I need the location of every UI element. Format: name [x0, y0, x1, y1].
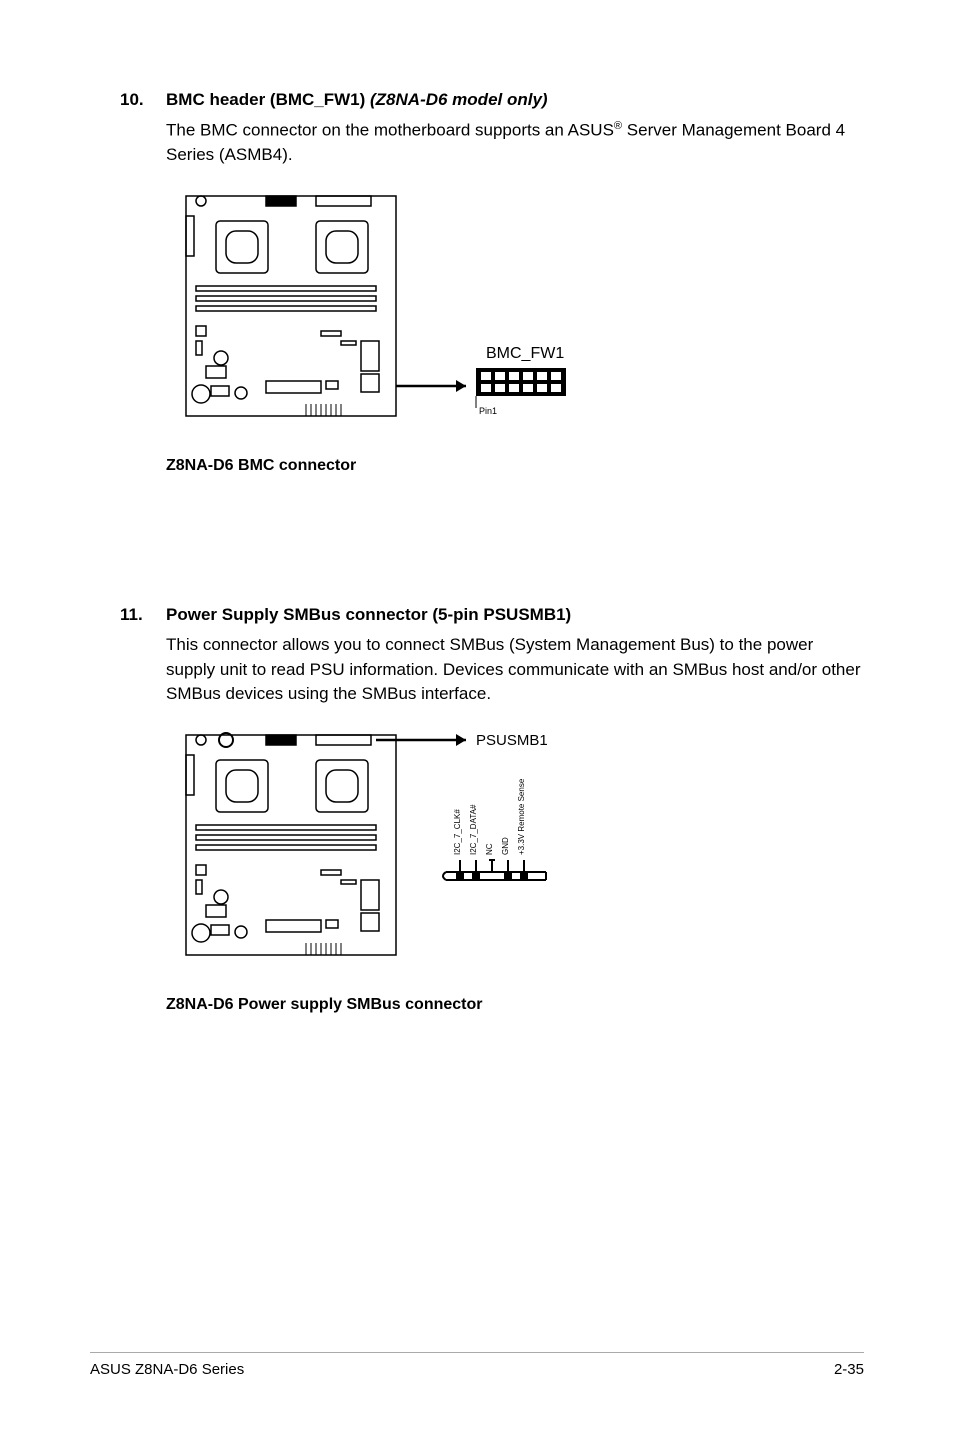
- section-desc-11: This connector allows you to connect SMB…: [166, 633, 864, 707]
- pin-label-1: I2C_7_DATA#: [469, 804, 478, 855]
- pin-label-3: GND: [501, 837, 510, 855]
- section-10: 10. BMC header (BMC_FW1) (Z8NA-D6 model …: [120, 90, 864, 485]
- motherboard-diagram-10: BMC_FW1: [166, 186, 646, 446]
- pin-label-4: +3.3V Remote Sense: [517, 778, 526, 855]
- title-italic: (Z8NA-D6 model only): [370, 90, 548, 109]
- desc-pre: The BMC connector on the motherboard sup…: [166, 121, 614, 140]
- connector-label-bmc: BMC_FW1: [486, 345, 564, 362]
- pin-label-0: I2C_7_CLK#: [453, 809, 462, 855]
- diagram-10: BMC_FW1: [166, 186, 864, 475]
- section-title-10: BMC header (BMC_FW1) (Z8NA-D6 model only…: [166, 90, 864, 110]
- section-gap: [120, 495, 864, 605]
- registered-mark: ®: [614, 120, 622, 132]
- section-title-11: Power Supply SMBus connector (5-pin PSUS…: [166, 605, 864, 625]
- section-body-11: Power Supply SMBus connector (5-pin PSUS…: [166, 605, 864, 1024]
- diagram-11: PSUSMB1: [166, 725, 864, 1014]
- diagram-caption-11: Z8NA-D6 Power supply SMBus connector: [166, 996, 864, 1014]
- connector-label-psusmb: PSUSMB1: [476, 732, 548, 749]
- diagram-caption-10: Z8NA-D6 BMC connector: [166, 457, 864, 475]
- pin-label-2: NC: [485, 843, 494, 855]
- section-number-10: 10.: [120, 90, 166, 485]
- section-11: 11. Power Supply SMBus connector (5-pin …: [120, 605, 864, 1024]
- pin1-label: Pin1: [479, 406, 497, 416]
- footer-right: 2-35: [834, 1361, 864, 1378]
- section-desc-10: The BMC connector on the motherboard sup…: [166, 118, 864, 168]
- title-text: BMC header (BMC_FW1): [166, 90, 370, 109]
- motherboard-diagram-11: PSUSMB1: [166, 725, 646, 985]
- page-footer: ASUS Z8NA-D6 Series 2-35: [90, 1352, 864, 1378]
- footer-left: ASUS Z8NA-D6 Series: [90, 1361, 244, 1378]
- section-number-11: 11.: [120, 605, 166, 1024]
- section-body-10: BMC header (BMC_FW1) (Z8NA-D6 model only…: [166, 90, 864, 485]
